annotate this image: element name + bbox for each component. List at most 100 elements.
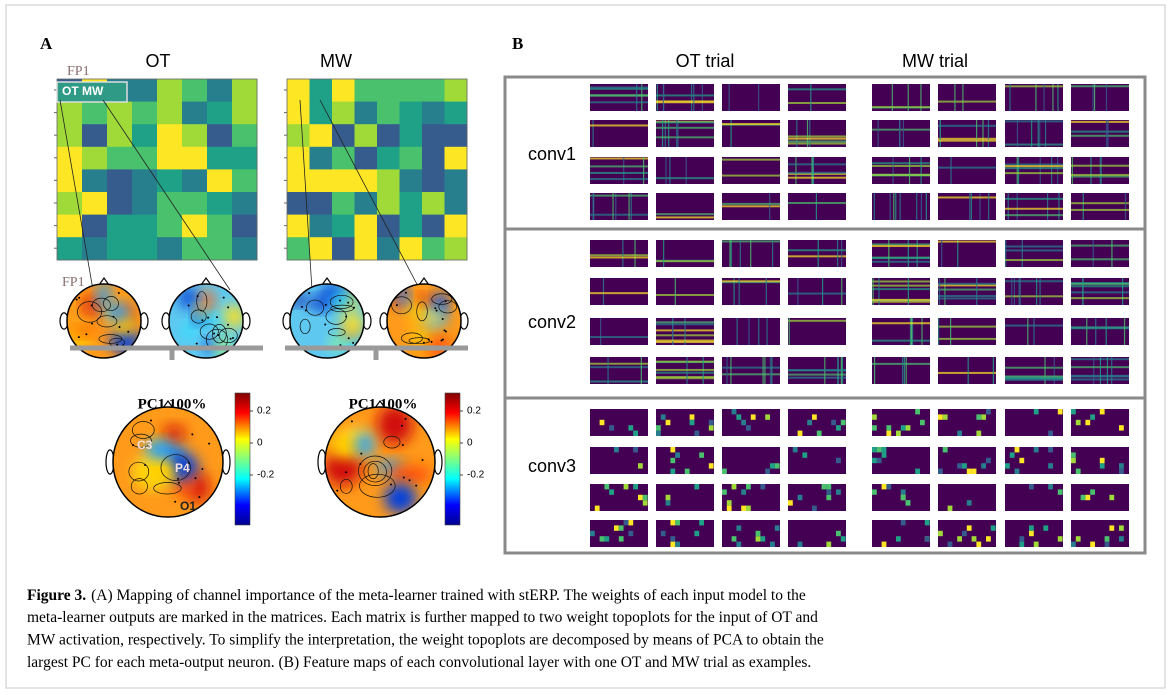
heatmap-cell [207, 192, 233, 215]
feature-bg [1005, 484, 1063, 511]
feature-pixel [746, 425, 751, 430]
heatmap-cell [400, 102, 423, 125]
feature-band [788, 102, 846, 104]
feature-band [1071, 131, 1129, 133]
feature-map [590, 157, 648, 184]
feature-pixel [661, 531, 666, 536]
heatmap-cell [310, 102, 333, 125]
feature-pixel [1034, 542, 1039, 547]
feature-map [722, 484, 780, 511]
feature-pixel [656, 431, 661, 436]
feature-bg [788, 318, 846, 345]
cell-tag: OT [62, 84, 79, 98]
topo-blob [180, 287, 196, 308]
feature-band [1005, 144, 1063, 146]
electrode [223, 297, 225, 299]
feature-pixel [760, 536, 765, 541]
feature-map [1071, 278, 1129, 305]
feature-stripe [921, 193, 922, 220]
electrode [76, 298, 78, 300]
feature-band [590, 381, 648, 383]
feature-stripe [908, 84, 909, 111]
heatmap-cell [232, 215, 258, 238]
feature-pixel [643, 500, 648, 505]
feature-band [656, 94, 714, 96]
feature-pixel [986, 409, 991, 414]
colorbar [235, 393, 250, 525]
heatmap-cell [332, 169, 355, 192]
electrode [132, 444, 134, 446]
heatmap-cell [400, 169, 423, 192]
heatmap-cell [232, 79, 258, 102]
feature-band [590, 101, 648, 103]
feature-stripe [769, 193, 770, 220]
heatmap-cell [310, 124, 333, 147]
panel-label: B [512, 34, 523, 53]
electrode-label: P4 [175, 461, 190, 475]
heatmap-cell [400, 192, 423, 215]
feature-map [590, 409, 648, 436]
heatmap-cell [182, 237, 208, 260]
feature-band [938, 326, 996, 328]
electrode [194, 477, 196, 479]
heatmap-cell [157, 102, 183, 125]
feature-stripe [691, 84, 692, 111]
feature-stripe [748, 318, 749, 345]
feature-pixel [1090, 542, 1095, 547]
feature-pixel [938, 531, 943, 536]
topo-blob [196, 306, 207, 315]
feature-stripe [818, 240, 819, 267]
cell-tag: MW [82, 84, 104, 98]
heatmap-cell [287, 102, 310, 125]
feature-pixel [886, 484, 891, 489]
heatmap-cell [232, 192, 258, 215]
feature-map [590, 120, 648, 147]
feature-band [872, 299, 930, 301]
feature-bg [590, 120, 648, 147]
feature-pixel [699, 452, 704, 457]
topo-blob [222, 305, 246, 328]
feature-map [1005, 120, 1063, 147]
electrode [402, 444, 404, 446]
feature-band [590, 366, 648, 368]
feature-pixel [1076, 420, 1081, 425]
feature-bg [590, 318, 648, 345]
feature-pixel [957, 536, 962, 541]
matrix-title: MW [320, 51, 352, 71]
electrode [127, 331, 129, 333]
feature-map [656, 357, 714, 384]
feature-pixel [877, 458, 882, 463]
heatmap-cell [232, 147, 258, 170]
feature-band [656, 372, 714, 374]
feature-pixel [619, 525, 624, 530]
feature-map [656, 520, 714, 547]
feature-bg [1005, 120, 1063, 147]
feature-band [788, 377, 846, 379]
feature-map [938, 409, 996, 436]
feature-pixel [788, 500, 793, 505]
feature-band [656, 321, 714, 323]
heatmap-cell [310, 79, 333, 102]
feature-pixel [920, 420, 925, 425]
feature-bg [788, 278, 846, 305]
feature-stripe [740, 240, 741, 267]
heatmap-cell [157, 124, 183, 147]
feature-map [656, 318, 714, 345]
topo-blob [422, 309, 443, 325]
heatmap-cell [422, 237, 445, 260]
feature-map [1071, 240, 1129, 267]
feature-stripe [600, 318, 601, 345]
heatmap-cell [355, 215, 378, 238]
feature-band [1005, 375, 1063, 377]
feature-pixel [948, 542, 953, 547]
heatmap-cell [287, 147, 310, 170]
heatmap-cell [332, 79, 355, 102]
heatmap-cell [422, 102, 445, 125]
feature-stripe [1107, 120, 1108, 147]
electrode [188, 304, 190, 306]
feature-pixel [690, 420, 695, 425]
feature-map [1005, 357, 1063, 384]
feature-pixel [741, 420, 746, 425]
feature-map [1005, 157, 1063, 184]
heatmap-cell [377, 124, 400, 147]
